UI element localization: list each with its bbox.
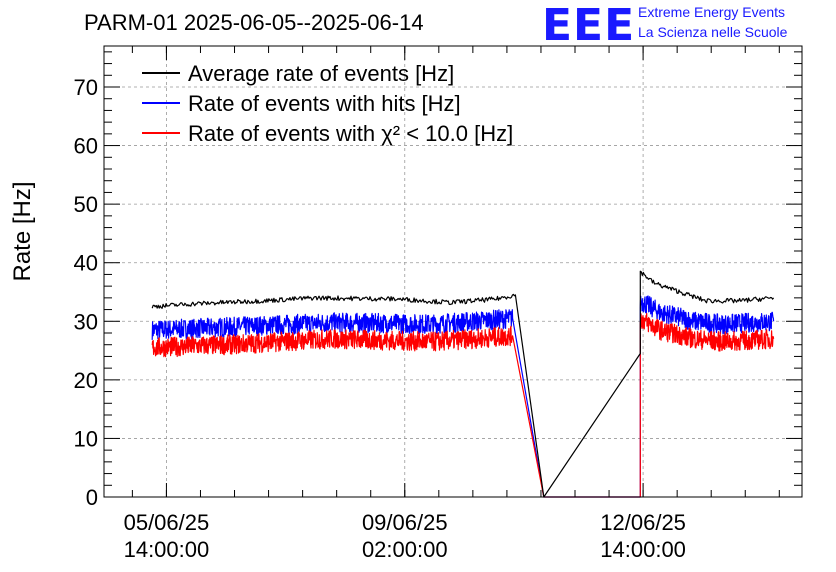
eee-logo: EEE xyxy=(542,0,636,51)
y-tick-label: 10 xyxy=(74,426,98,451)
legend-label: Average rate of events [Hz] xyxy=(188,61,454,86)
y-axis-label: Rate [Hz] xyxy=(9,181,36,281)
x-tick-label-time: 14:00:00 xyxy=(600,537,686,562)
x-tick-label-date: 05/06/25 xyxy=(124,510,210,535)
series-line xyxy=(151,295,775,498)
plot-frame xyxy=(103,45,803,498)
y-tick-label: 20 xyxy=(74,368,98,393)
x-tick-label-date: 09/06/25 xyxy=(362,510,448,535)
y-tick-label: 40 xyxy=(74,251,98,276)
series-line xyxy=(151,270,775,498)
y-tick-label: 30 xyxy=(74,309,98,334)
legend: Average rate of events [Hz] Rate of event… xyxy=(142,61,513,146)
y-tick-label: 0 xyxy=(86,485,98,510)
axis-ticks xyxy=(104,46,802,498)
legend-label: Rate of events with hits [Hz] xyxy=(188,91,461,116)
x-tick-label-date: 12/06/25 xyxy=(600,510,686,535)
series-group xyxy=(151,270,775,498)
brand-line-1: Extreme Energy Events xyxy=(638,4,786,20)
brand-line-2: La Scienza nelle Scuole xyxy=(638,24,788,40)
series-line xyxy=(151,312,775,498)
legend-label: Rate of events with χ² < 10.0 [Hz] xyxy=(188,121,513,146)
y-tick-label: 70 xyxy=(74,75,98,100)
x-tick-label-time: 14:00:00 xyxy=(124,537,210,562)
y-tick-label: 50 xyxy=(74,192,98,217)
chart-title: PARM-01 2025-06-05--2025-06-14 xyxy=(84,10,424,35)
x-tick-label-time: 02:00:00 xyxy=(362,537,448,562)
y-tick-label: 60 xyxy=(74,134,98,159)
